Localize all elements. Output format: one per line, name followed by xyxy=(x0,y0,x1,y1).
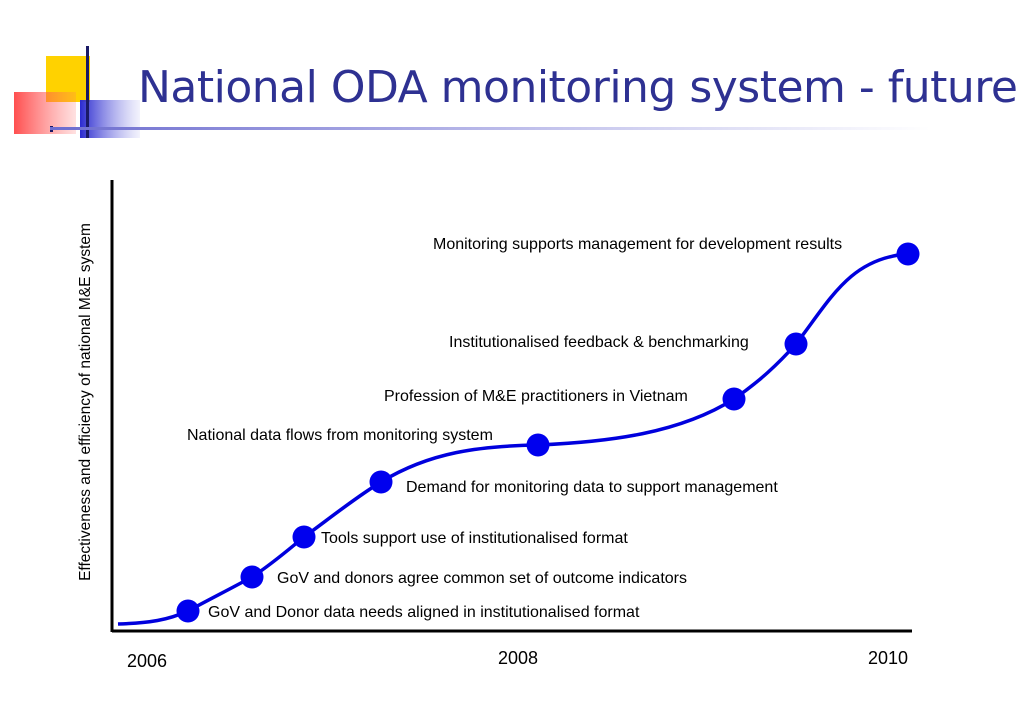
milestone-label: National data flows from monitoring syst… xyxy=(187,427,493,444)
corner-logo-icon xyxy=(14,46,140,138)
milestone-label: Profession of M&E practitioners in Vietn… xyxy=(384,388,688,405)
milestone-dot xyxy=(292,525,316,549)
x-tick-label: 2008 xyxy=(498,648,539,668)
x-tick-label: 2006 xyxy=(127,651,168,671)
milestone-dot xyxy=(784,332,808,356)
milestone-label: Monitoring supports management for devel… xyxy=(433,236,843,253)
milestone-dot xyxy=(176,599,200,623)
milestone-label: GoV and Donor data needs aligned in inst… xyxy=(208,604,640,621)
milestone-label: Demand for monitoring data to support ma… xyxy=(406,479,778,496)
page-title: National ODA monitoring system - future xyxy=(138,62,1018,113)
milestone-dot xyxy=(369,470,393,494)
title-underline xyxy=(50,127,930,130)
milestone-dot xyxy=(896,242,920,266)
x-tick-label: 2010 xyxy=(868,648,909,668)
milestone-label: GoV and donors agree common set of outco… xyxy=(277,570,687,587)
milestone-dot xyxy=(240,565,264,589)
milestone-dot xyxy=(526,433,550,457)
milestone-dot xyxy=(722,387,746,411)
milestone-label: Institutionalised feedback & benchmarkin… xyxy=(449,334,749,351)
milestone-label: Tools support use of institutionalised f… xyxy=(321,530,628,547)
